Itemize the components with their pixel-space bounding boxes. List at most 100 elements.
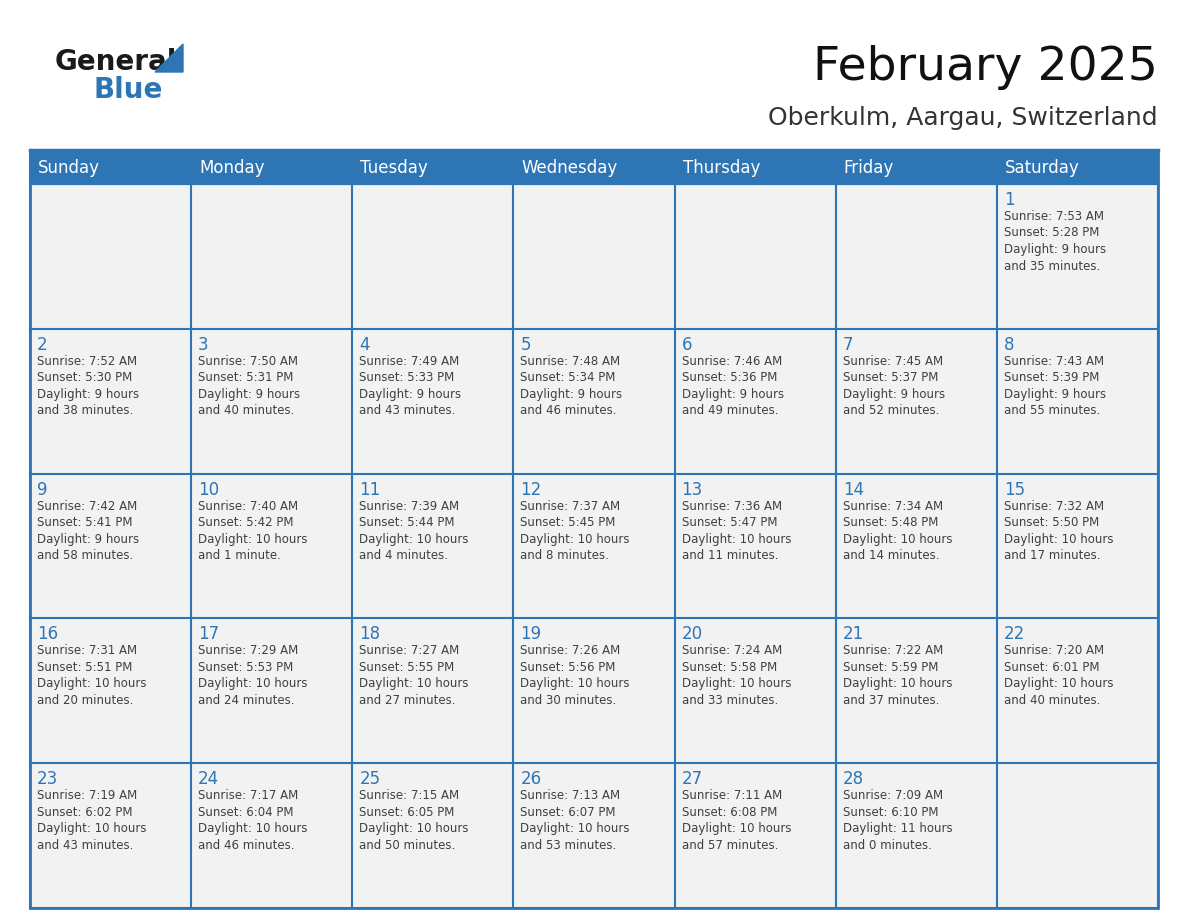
Text: Sunrise: 7:22 AM
Sunset: 5:59 PM
Daylight: 10 hours
and 37 minutes.: Sunrise: 7:22 AM Sunset: 5:59 PM Dayligh… bbox=[842, 644, 953, 707]
Text: 23: 23 bbox=[37, 770, 58, 789]
Text: Sunrise: 7:27 AM
Sunset: 5:55 PM
Daylight: 10 hours
and 27 minutes.: Sunrise: 7:27 AM Sunset: 5:55 PM Dayligh… bbox=[359, 644, 469, 707]
Text: Oberkulm, Aargau, Switzerland: Oberkulm, Aargau, Switzerland bbox=[769, 106, 1158, 130]
Bar bbox=[513, 184, 675, 329]
Text: 13: 13 bbox=[682, 481, 703, 498]
Text: Sunrise: 7:48 AM
Sunset: 5:34 PM
Daylight: 9 hours
and 46 minutes.: Sunrise: 7:48 AM Sunset: 5:34 PM Dayligh… bbox=[520, 354, 623, 418]
Bar bbox=[353, 619, 513, 763]
Text: Sunrise: 7:13 AM
Sunset: 6:07 PM
Daylight: 10 hours
and 53 minutes.: Sunrise: 7:13 AM Sunset: 6:07 PM Dayligh… bbox=[520, 789, 630, 852]
Bar bbox=[997, 474, 1158, 619]
Bar bbox=[997, 329, 1158, 474]
Bar bbox=[675, 619, 835, 763]
Bar bbox=[997, 184, 1158, 329]
Text: 3: 3 bbox=[198, 336, 209, 353]
Text: 19: 19 bbox=[520, 625, 542, 644]
Bar bbox=[835, 763, 997, 908]
Text: Wednesday: Wednesday bbox=[522, 159, 618, 177]
Bar bbox=[30, 763, 191, 908]
Text: 21: 21 bbox=[842, 625, 864, 644]
Text: Sunrise: 7:11 AM
Sunset: 6:08 PM
Daylight: 10 hours
and 57 minutes.: Sunrise: 7:11 AM Sunset: 6:08 PM Dayligh… bbox=[682, 789, 791, 852]
Bar bbox=[675, 184, 835, 329]
Text: 18: 18 bbox=[359, 625, 380, 644]
Text: Sunrise: 7:26 AM
Sunset: 5:56 PM
Daylight: 10 hours
and 30 minutes.: Sunrise: 7:26 AM Sunset: 5:56 PM Dayligh… bbox=[520, 644, 630, 707]
Text: Sunrise: 7:45 AM
Sunset: 5:37 PM
Daylight: 9 hours
and 52 minutes.: Sunrise: 7:45 AM Sunset: 5:37 PM Dayligh… bbox=[842, 354, 944, 418]
Text: 17: 17 bbox=[198, 625, 220, 644]
Text: Sunrise: 7:29 AM
Sunset: 5:53 PM
Daylight: 10 hours
and 24 minutes.: Sunrise: 7:29 AM Sunset: 5:53 PM Dayligh… bbox=[198, 644, 308, 707]
Bar bbox=[353, 184, 513, 329]
Bar bbox=[30, 152, 1158, 908]
Bar bbox=[675, 763, 835, 908]
Text: Sunday: Sunday bbox=[38, 159, 100, 177]
Text: Sunrise: 7:09 AM
Sunset: 6:10 PM
Daylight: 11 hours
and 0 minutes.: Sunrise: 7:09 AM Sunset: 6:10 PM Dayligh… bbox=[842, 789, 953, 852]
Text: Sunrise: 7:19 AM
Sunset: 6:02 PM
Daylight: 10 hours
and 43 minutes.: Sunrise: 7:19 AM Sunset: 6:02 PM Dayligh… bbox=[37, 789, 146, 852]
Text: Sunrise: 7:17 AM
Sunset: 6:04 PM
Daylight: 10 hours
and 46 minutes.: Sunrise: 7:17 AM Sunset: 6:04 PM Dayligh… bbox=[198, 789, 308, 852]
Text: Sunrise: 7:36 AM
Sunset: 5:47 PM
Daylight: 10 hours
and 11 minutes.: Sunrise: 7:36 AM Sunset: 5:47 PM Dayligh… bbox=[682, 499, 791, 562]
Text: Sunrise: 7:43 AM
Sunset: 5:39 PM
Daylight: 9 hours
and 55 minutes.: Sunrise: 7:43 AM Sunset: 5:39 PM Dayligh… bbox=[1004, 354, 1106, 418]
Text: 2: 2 bbox=[37, 336, 48, 353]
Text: 12: 12 bbox=[520, 481, 542, 498]
Text: Sunrise: 7:53 AM
Sunset: 5:28 PM
Daylight: 9 hours
and 35 minutes.: Sunrise: 7:53 AM Sunset: 5:28 PM Dayligh… bbox=[1004, 210, 1106, 273]
Text: General: General bbox=[55, 48, 177, 76]
Text: Sunrise: 7:42 AM
Sunset: 5:41 PM
Daylight: 9 hours
and 58 minutes.: Sunrise: 7:42 AM Sunset: 5:41 PM Dayligh… bbox=[37, 499, 139, 562]
Text: Sunrise: 7:52 AM
Sunset: 5:30 PM
Daylight: 9 hours
and 38 minutes.: Sunrise: 7:52 AM Sunset: 5:30 PM Dayligh… bbox=[37, 354, 139, 418]
Text: 4: 4 bbox=[359, 336, 369, 353]
Bar bbox=[191, 474, 353, 619]
Text: Sunrise: 7:39 AM
Sunset: 5:44 PM
Daylight: 10 hours
and 4 minutes.: Sunrise: 7:39 AM Sunset: 5:44 PM Dayligh… bbox=[359, 499, 469, 562]
Bar bbox=[835, 329, 997, 474]
Bar bbox=[835, 184, 997, 329]
Text: 15: 15 bbox=[1004, 481, 1025, 498]
Polygon shape bbox=[154, 44, 183, 72]
Text: 14: 14 bbox=[842, 481, 864, 498]
Text: Sunrise: 7:32 AM
Sunset: 5:50 PM
Daylight: 10 hours
and 17 minutes.: Sunrise: 7:32 AM Sunset: 5:50 PM Dayligh… bbox=[1004, 499, 1113, 562]
Text: 6: 6 bbox=[682, 336, 693, 353]
Bar bbox=[30, 329, 191, 474]
Text: Sunrise: 7:24 AM
Sunset: 5:58 PM
Daylight: 10 hours
and 33 minutes.: Sunrise: 7:24 AM Sunset: 5:58 PM Dayligh… bbox=[682, 644, 791, 707]
Text: 7: 7 bbox=[842, 336, 853, 353]
Bar bbox=[30, 184, 191, 329]
Bar bbox=[997, 619, 1158, 763]
Bar bbox=[835, 474, 997, 619]
Text: 25: 25 bbox=[359, 770, 380, 789]
Bar bbox=[30, 619, 191, 763]
Text: Sunrise: 7:40 AM
Sunset: 5:42 PM
Daylight: 10 hours
and 1 minute.: Sunrise: 7:40 AM Sunset: 5:42 PM Dayligh… bbox=[198, 499, 308, 562]
Text: 26: 26 bbox=[520, 770, 542, 789]
Bar bbox=[30, 152, 1158, 184]
Bar bbox=[675, 474, 835, 619]
Bar bbox=[353, 329, 513, 474]
Text: 27: 27 bbox=[682, 770, 702, 789]
Text: Sunrise: 7:15 AM
Sunset: 6:05 PM
Daylight: 10 hours
and 50 minutes.: Sunrise: 7:15 AM Sunset: 6:05 PM Dayligh… bbox=[359, 789, 469, 852]
Text: 16: 16 bbox=[37, 625, 58, 644]
Text: 10: 10 bbox=[198, 481, 220, 498]
Text: 28: 28 bbox=[842, 770, 864, 789]
Text: Saturday: Saturday bbox=[1005, 159, 1080, 177]
Bar bbox=[30, 474, 191, 619]
Text: 22: 22 bbox=[1004, 625, 1025, 644]
Text: Sunrise: 7:37 AM
Sunset: 5:45 PM
Daylight: 10 hours
and 8 minutes.: Sunrise: 7:37 AM Sunset: 5:45 PM Dayligh… bbox=[520, 499, 630, 562]
Text: Sunrise: 7:31 AM
Sunset: 5:51 PM
Daylight: 10 hours
and 20 minutes.: Sunrise: 7:31 AM Sunset: 5:51 PM Dayligh… bbox=[37, 644, 146, 707]
Bar bbox=[353, 474, 513, 619]
Text: February 2025: February 2025 bbox=[813, 46, 1158, 91]
Text: Sunrise: 7:50 AM
Sunset: 5:31 PM
Daylight: 9 hours
and 40 minutes.: Sunrise: 7:50 AM Sunset: 5:31 PM Dayligh… bbox=[198, 354, 301, 418]
Bar bbox=[513, 329, 675, 474]
Bar bbox=[513, 474, 675, 619]
Bar bbox=[191, 763, 353, 908]
Text: Monday: Monday bbox=[200, 159, 265, 177]
Text: Sunrise: 7:20 AM
Sunset: 6:01 PM
Daylight: 10 hours
and 40 minutes.: Sunrise: 7:20 AM Sunset: 6:01 PM Dayligh… bbox=[1004, 644, 1113, 707]
Text: Sunrise: 7:34 AM
Sunset: 5:48 PM
Daylight: 10 hours
and 14 minutes.: Sunrise: 7:34 AM Sunset: 5:48 PM Dayligh… bbox=[842, 499, 953, 562]
Text: Friday: Friday bbox=[843, 159, 893, 177]
Text: 20: 20 bbox=[682, 625, 702, 644]
Bar bbox=[513, 619, 675, 763]
Text: Tuesday: Tuesday bbox=[360, 159, 428, 177]
Bar bbox=[835, 619, 997, 763]
Bar bbox=[513, 763, 675, 908]
Text: 5: 5 bbox=[520, 336, 531, 353]
Text: 1: 1 bbox=[1004, 191, 1015, 209]
Text: Blue: Blue bbox=[93, 76, 163, 104]
Bar bbox=[997, 763, 1158, 908]
Bar bbox=[191, 329, 353, 474]
Text: 24: 24 bbox=[198, 770, 220, 789]
Text: Sunrise: 7:46 AM
Sunset: 5:36 PM
Daylight: 9 hours
and 49 minutes.: Sunrise: 7:46 AM Sunset: 5:36 PM Dayligh… bbox=[682, 354, 784, 418]
Bar bbox=[353, 763, 513, 908]
Text: 8: 8 bbox=[1004, 336, 1015, 353]
Text: Thursday: Thursday bbox=[683, 159, 760, 177]
Bar bbox=[191, 619, 353, 763]
